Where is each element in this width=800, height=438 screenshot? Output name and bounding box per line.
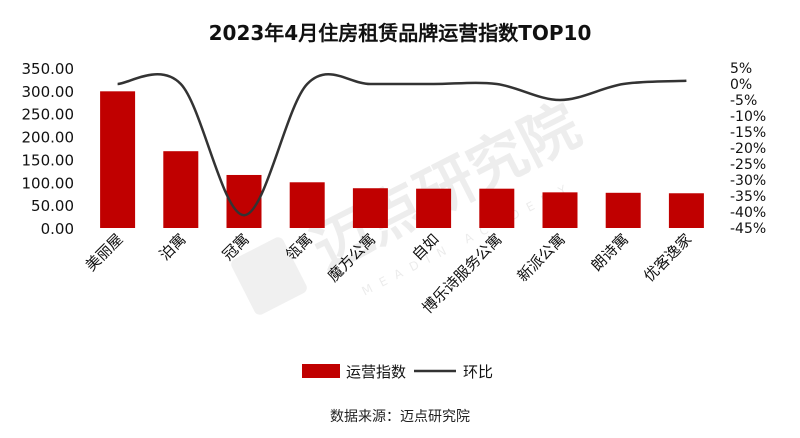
y-left-tick-label: 50.00	[31, 197, 74, 215]
y-left-tick-label: 350.00	[22, 60, 75, 78]
y-right-tick-label: -10%	[730, 109, 766, 125]
bar	[605, 192, 641, 228]
legend: 运营指数 环比	[302, 363, 493, 381]
y-left-tick-label: 250.00	[22, 106, 75, 124]
line-series	[117, 73, 687, 217]
bar	[100, 91, 136, 228]
y-right-tick-label: -15%	[730, 125, 766, 141]
bar	[668, 193, 704, 228]
bar	[226, 174, 262, 228]
x-tick-label: 泊寓	[156, 230, 190, 264]
y-right-tick-label: -20%	[730, 141, 766, 157]
watermark-logo	[231, 237, 307, 315]
x-tick-label: 优客逸家	[640, 230, 695, 285]
x-tick-label: 新派公寓	[514, 230, 569, 285]
bar	[542, 192, 578, 228]
y-axis-right: 5%0%-5%-10%-15%-20%-25%-30%-35%-40%-45%	[730, 61, 766, 237]
y-right-tick-label: -40%	[730, 205, 766, 221]
bar	[416, 188, 452, 228]
bar	[479, 188, 515, 228]
y-left-tick-label: 100.00	[22, 174, 75, 192]
x-tick-label: 朗诗寓	[587, 230, 632, 275]
y-right-tick-label: -5%	[730, 93, 757, 109]
y-right-tick-label: -45%	[730, 221, 766, 237]
y-right-tick-label: -25%	[730, 157, 766, 173]
y-left-tick-label: 0.00	[41, 220, 74, 238]
y-right-tick-label: 5%	[730, 61, 752, 77]
chart-title: 2023年4月住房租赁品牌运营指数TOP10	[209, 21, 592, 45]
y-left-tick-label: 150.00	[22, 151, 75, 169]
bar	[289, 182, 325, 228]
legend-line-label: 环比	[463, 363, 493, 381]
legend-bar-swatch	[302, 364, 340, 378]
legend-bar-label: 运营指数	[346, 363, 406, 381]
bar	[163, 151, 199, 228]
bar-series	[100, 91, 704, 228]
y-right-tick-label: -35%	[730, 189, 766, 205]
y-right-tick-label: -30%	[730, 173, 766, 189]
y-axis-left: 0.00 50.00 100.00 150.00 200.00 250.00 300.00 3…	[22, 60, 75, 238]
source-note: 数据来源：迈点研究院	[330, 409, 470, 425]
x-tick-label: 美丽屋	[82, 230, 127, 275]
y-left-tick-label: 300.00	[22, 83, 75, 101]
bar	[352, 188, 388, 228]
line-path	[117, 73, 687, 217]
y-right-tick-label: 0%	[730, 77, 752, 93]
y-left-tick-label: 200.00	[22, 129, 75, 147]
